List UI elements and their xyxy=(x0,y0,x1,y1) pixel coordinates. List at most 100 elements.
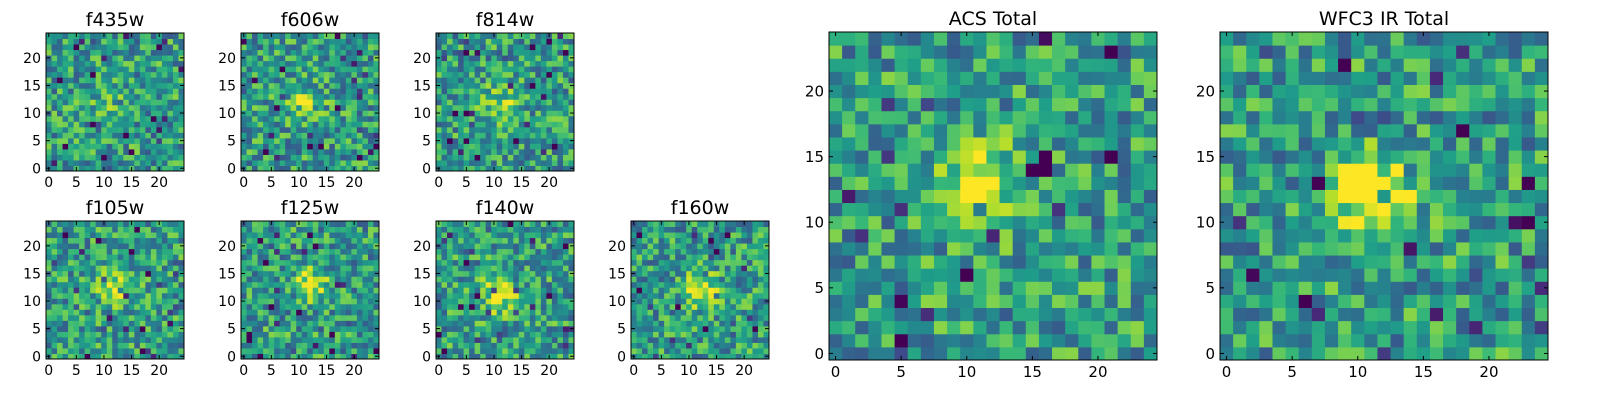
heatmap-cell xyxy=(51,265,58,272)
heatmap-cell xyxy=(568,281,575,288)
heatmap-cell xyxy=(1065,163,1079,177)
heatmap-cell xyxy=(340,143,347,150)
heatmap-cell xyxy=(708,347,715,354)
heatmap-cell xyxy=(540,331,547,338)
heatmap-cell xyxy=(334,226,341,233)
heatmap-cell xyxy=(496,143,503,150)
heatmap-cell xyxy=(491,154,498,161)
heatmap-cell xyxy=(117,143,124,150)
heatmap-cell xyxy=(128,143,135,150)
heatmap-cell xyxy=(562,287,569,294)
heatmap-cell xyxy=(145,309,152,316)
heatmap-cell xyxy=(1117,215,1132,230)
heatmap-cell xyxy=(691,353,698,360)
heatmap-cell xyxy=(507,148,514,155)
heatmap-cell xyxy=(156,71,163,78)
heatmap-cell xyxy=(562,33,569,40)
heatmap-cell xyxy=(68,287,75,294)
heatmap-cell xyxy=(474,281,481,288)
heatmap-cell xyxy=(101,243,108,250)
x-tick-label: 10 xyxy=(290,175,308,191)
heatmap-cell xyxy=(855,163,869,177)
heatmap-cell xyxy=(57,33,64,40)
heatmap-cell xyxy=(167,38,174,45)
heatmap-cell xyxy=(669,298,676,305)
heatmap-cell xyxy=(441,320,448,327)
heatmap-cell xyxy=(139,237,146,244)
heatmap-cell xyxy=(312,336,319,343)
heatmap-cell xyxy=(447,342,454,349)
heatmap-cell xyxy=(367,148,374,155)
heatmap-cell xyxy=(518,44,525,51)
heatmap-cell xyxy=(156,347,163,354)
heatmap-cell xyxy=(128,71,135,78)
heatmap-cell xyxy=(117,303,124,310)
heatmap-cell xyxy=(441,287,448,294)
heatmap-cell xyxy=(139,154,146,161)
heatmap-cell xyxy=(535,347,542,354)
heatmap-cell xyxy=(458,298,465,305)
heatmap-cell xyxy=(524,33,531,40)
y-tick-label: 10 xyxy=(218,106,236,122)
heatmap-cell xyxy=(167,132,174,139)
heatmap-cell xyxy=(150,325,157,332)
heatmap-cell xyxy=(367,104,374,111)
heatmap-cell xyxy=(150,353,157,360)
heatmap-cell xyxy=(447,148,454,155)
heatmap-cell xyxy=(128,276,135,283)
heatmap-cell xyxy=(724,331,731,338)
heatmap-cell xyxy=(691,248,698,255)
heatmap-cell xyxy=(95,132,102,139)
heatmap-cell xyxy=(551,55,558,62)
heatmap-cell xyxy=(62,49,69,56)
heatmap-cell xyxy=(268,342,275,349)
heatmap-cell xyxy=(507,320,514,327)
heatmap-cell xyxy=(252,243,259,250)
heatmap-cell xyxy=(356,148,363,155)
heatmap-cell xyxy=(524,82,531,89)
heatmap-cell xyxy=(323,347,330,354)
heatmap-cell xyxy=(68,60,75,67)
heatmap-cell xyxy=(529,132,536,139)
heatmap-cell xyxy=(452,115,459,122)
heatmap-cell xyxy=(274,148,281,155)
heatmap-cell xyxy=(268,44,275,51)
heatmap-cell xyxy=(285,159,292,166)
heatmap-cell xyxy=(172,243,179,250)
heatmap-cell xyxy=(290,248,297,255)
heatmap-cell xyxy=(1130,176,1145,190)
heatmap-cell xyxy=(246,93,253,100)
heatmap-cell xyxy=(95,353,102,360)
heatmap-cell xyxy=(345,325,352,332)
heatmap-cell xyxy=(57,104,64,111)
heatmap-cell xyxy=(373,93,380,100)
heatmap-cell xyxy=(312,309,319,316)
heatmap-cell xyxy=(252,33,259,40)
heatmap-cell xyxy=(513,104,520,111)
heatmap-cell xyxy=(84,154,91,161)
heatmap-cell xyxy=(252,165,259,172)
heatmap-cell xyxy=(46,66,53,73)
heatmap-cell xyxy=(491,347,498,354)
heatmap-cell xyxy=(999,294,1014,309)
heatmap-cell xyxy=(551,121,558,128)
heatmap-cell xyxy=(252,281,259,288)
heatmap-cell xyxy=(708,353,715,360)
heatmap-cell xyxy=(469,55,476,62)
heatmap-cell xyxy=(51,226,58,233)
heatmap-cell xyxy=(329,132,336,139)
heatmap-cell xyxy=(95,265,102,272)
heatmap-cell xyxy=(139,44,146,51)
heatmap-cell xyxy=(252,347,259,354)
heatmap-cell xyxy=(73,66,80,73)
heatmap-cell xyxy=(741,243,748,250)
heatmap-cell xyxy=(79,165,86,172)
heatmap-cell xyxy=(150,159,157,166)
heatmap-cell xyxy=(274,342,281,349)
heatmap-cell xyxy=(447,314,454,321)
heatmap-cell xyxy=(502,276,509,283)
heatmap-cell xyxy=(373,276,380,283)
heatmap-cell xyxy=(960,228,974,243)
y-tick-label: 5 xyxy=(227,322,236,338)
heatmap-cell xyxy=(172,77,179,84)
